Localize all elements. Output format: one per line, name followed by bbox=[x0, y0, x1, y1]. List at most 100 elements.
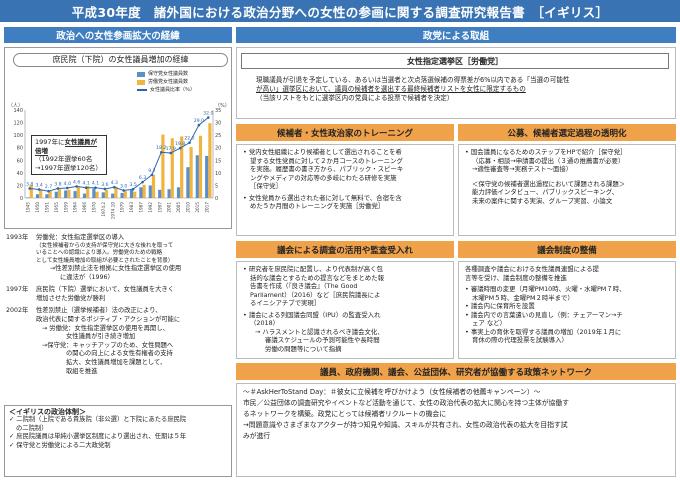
timeline-line: 女性議員が引き続き増加 bbox=[66, 333, 136, 341]
x-tick-label: 1966 bbox=[82, 202, 87, 213]
bar-labour bbox=[180, 136, 184, 198]
callout-line2: （1992年選挙60名 bbox=[35, 155, 93, 163]
chart-callout: 1997年に女性議員が倍増 （1992年選挙60名 →1997年選挙120名） bbox=[31, 135, 107, 175]
bar-conservative bbox=[54, 191, 58, 198]
timeline-line: →性差別禁止法を根拠に女性指定選挙区の使用 bbox=[50, 265, 182, 273]
bar-conservative bbox=[120, 192, 124, 198]
section-transparency-body: • 国会議員になるためのステップをHPで紹介［保守党］ （応募・相談→申請書の提… bbox=[458, 144, 676, 236]
history-timeline: 1993年 労働党：女性指定選挙区の導入 （女性候補者からの支持が保守党に大きな… bbox=[6, 234, 232, 376]
ratio-point bbox=[66, 186, 69, 190]
timeline-line: →保守党：キャッチアップのため、女性問題へ bbox=[42, 341, 174, 349]
ratio-data-label: 19.8 bbox=[175, 141, 185, 147]
timeline-line: 庶民院（下院）選挙において、女性議員を大きく bbox=[36, 286, 175, 294]
timeline-line: → 労働党：女性指定選挙区の使用を再開し、 bbox=[42, 324, 169, 332]
y-tick-right: 15 bbox=[215, 158, 221, 164]
bar-labour bbox=[86, 186, 90, 198]
section-women-shortlists-line: が高い」選挙区において、議員の候補者を選出する最終候補者リストを女性に限定するも… bbox=[256, 85, 526, 93]
research-item-line: Parliament）（2016）など［庶民院議長によ bbox=[250, 290, 381, 299]
section-parliament-body: 各種調査や議会における女性議員連盟による提 言等を受け、議会制度の整備を推進 •… bbox=[458, 261, 676, 359]
x-tick-label: 1950 bbox=[35, 202, 40, 213]
bar-conservative bbox=[129, 189, 134, 198]
text-span: 審議時間の変更（月曜PM10時、火曜・水曜PM７時、 bbox=[470, 285, 626, 293]
network-line: みが進行 bbox=[243, 432, 271, 440]
timeline-line: 政治代表に関するポジティブ・アクションが可能に bbox=[36, 316, 181, 324]
x-tick-label: 1987 bbox=[139, 202, 144, 213]
ratio-data-label: 3.6 bbox=[101, 182, 108, 188]
timeline-line: の関心の向上による女性有権者の支持 bbox=[66, 350, 173, 358]
bar-labour bbox=[161, 134, 165, 198]
chart-legend: 保守党女性議員数 労働党女性議員数 女性議員比率（％） bbox=[137, 70, 195, 94]
x-tick-label: 1974.10 bbox=[110, 202, 115, 220]
bar-labour bbox=[39, 189, 43, 198]
y-tick-left: 140 bbox=[13, 108, 23, 114]
research-item-line: 告書を作成（『良き議会』（The Good bbox=[250, 282, 358, 290]
section-research-body: • 研究者を庶民院に配置し、より代表制が高く包 括的な議会とするための提言などを… bbox=[236, 261, 454, 359]
network-line: 〜＃AskHerToStand Day：＃彼女に立候補を呼びかけよう（女性候補者… bbox=[243, 388, 541, 396]
timeline-line: 労働党：女性指定選挙区の導入 bbox=[36, 234, 125, 241]
training-item: • 党内女性組織により候補者として選出されることを希 望する女性党員に対して２か… bbox=[243, 148, 447, 191]
ratio-data-label: 4.1 bbox=[92, 181, 99, 187]
section-research-title: 議会による調査の活用や監査受入れ bbox=[236, 241, 454, 258]
transparency-extra-line: 能力評価インタビュー、パブリックスピーキング、 bbox=[472, 188, 619, 196]
ratio-data-label: 3.0 bbox=[120, 183, 127, 189]
callout-line1: 1997年に bbox=[35, 138, 65, 146]
chart-title: 庶民院（下院）の女性議員増加の経緯 bbox=[13, 53, 228, 67]
legend-label-labour: 労働党女性議員数 bbox=[148, 79, 189, 85]
bar-labour bbox=[142, 184, 146, 198]
transparency-item-line: （応募・相談→申請書の提出（３通の推薦書が必要） bbox=[472, 156, 625, 165]
section-network-body: 〜＃AskHerToStand Day：＃彼女に立候補を呼びかけよう（女性候補者… bbox=[236, 383, 676, 477]
text-span: 議会内に保育所を設置 bbox=[470, 302, 535, 310]
timeline-year: 1993年 bbox=[6, 234, 29, 241]
y-unit-right: （%） bbox=[215, 103, 230, 109]
research-item-line: → ハラスメントと認識されるべき議会文化、 bbox=[255, 327, 384, 336]
x-tick-label: 1959 bbox=[63, 202, 68, 213]
bar-labour bbox=[123, 191, 127, 198]
chart-panel: 庶民院（下院）の女性議員増加の経緯 0 20 40 60 80 100 120 140 0 5 10… bbox=[4, 47, 232, 229]
timeline-line: いることへの認識により導入。労働党のための戦略 bbox=[36, 250, 163, 257]
bar-labour bbox=[198, 135, 203, 198]
training-item-line: ングやメディアの対応等の多岐にわたる研修を実施 bbox=[250, 173, 397, 182]
ratio-point bbox=[160, 150, 163, 154]
bar-labour bbox=[170, 138, 174, 198]
timeline-entry: 2002年 性差別禁止（選挙候補者）法の改正により、 政治代表に関するポジティブ… bbox=[6, 307, 232, 376]
timeline-line: に違法が（1996） bbox=[60, 273, 114, 281]
ratio-point bbox=[169, 151, 172, 155]
y-tick-left: 120 bbox=[13, 121, 23, 127]
training-item-line: 望する女性党員に対して２か月コースのトレーニング bbox=[250, 156, 403, 165]
ratio-point bbox=[28, 187, 32, 190]
x-tick-label: 1992 bbox=[148, 202, 153, 213]
research-item-line: • 議会による列国議会同盟（IPU）の監査受入れ bbox=[243, 310, 381, 319]
y-tick-right: 5 bbox=[215, 183, 218, 189]
bar-conservative bbox=[92, 188, 96, 198]
section-women-shortlists-title: 女性指定選挙区［労働党］ bbox=[241, 53, 669, 69]
bar-conservative bbox=[26, 197, 30, 198]
ratio-data-label: 2.7 bbox=[45, 184, 52, 190]
ratio-data-label: 3.4 bbox=[35, 182, 42, 188]
training-item: • 女性党員から選出された者に対して無料で、合宿を含 めた５か月間のトレーニング… bbox=[243, 194, 447, 211]
ratio-data-label: 4.0 bbox=[64, 181, 71, 187]
ratio-point bbox=[150, 173, 154, 177]
parliament-intro-line: 言等を受け、議会制度の整備を推進 bbox=[465, 273, 567, 282]
timeline-line: 増加させた労働党が勝利 bbox=[36, 294, 106, 302]
text-span: 研究者を庶民院に配置し、より代表制が高く包 bbox=[248, 265, 383, 273]
timeline-line: 性差別禁止（選挙候補者）法の改正により、 bbox=[36, 307, 162, 315]
y-unit-left: （人） bbox=[8, 103, 23, 109]
transparency-item-line: • 国会議員になるためのステップをHPで紹介［保守党］ bbox=[465, 148, 627, 156]
timeline-text: 労働党：女性指定選挙区の導入 （女性候補者からの支持が保守党に大きな後れを取って… bbox=[36, 234, 232, 282]
bar-line-chart: 0 20 40 60 80 100 120 140 0 5 10 15 20 25 30 35 （人） （%） 19… bbox=[8, 103, 230, 220]
timeline-entry: 1997年 庶民院（下院）選挙において、女性議員を大きく 増加させた労働党が勝利 bbox=[6, 286, 232, 303]
political-system-text: 庶民院議員は単純小選挙区制度により選出され、任期は５年 bbox=[16, 433, 187, 441]
bar-labour bbox=[151, 174, 156, 198]
parliament-item-line: • 審議時間の変更（月曜PM10時、火曜・水曜PM７時、 bbox=[465, 285, 626, 293]
ratio-data-label: 4.6 bbox=[73, 179, 80, 185]
ratio-data-label: 29.0 bbox=[194, 118, 204, 124]
ratio-point bbox=[94, 186, 97, 189]
y-tick-left: 100 bbox=[13, 133, 23, 139]
timeline-text: 庶民院（下院）選挙において、女性議員を大きく 増加させた労働党が勝利 bbox=[36, 286, 232, 303]
ratio-data-label: 22.0 bbox=[184, 136, 194, 142]
y-tick-right: 20 bbox=[215, 146, 221, 152]
transparency-extra-line: ＜保守党の候補者選出過程において課題される課題＞ bbox=[472, 179, 626, 188]
x-tick-label: 2010 bbox=[186, 202, 191, 213]
bar-conservative bbox=[82, 193, 87, 198]
ratio-data-label: 9.2 bbox=[148, 168, 155, 174]
